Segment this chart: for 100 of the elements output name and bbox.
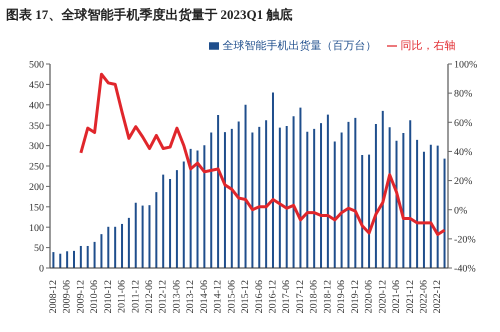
bar [340, 132, 343, 268]
x-tick-label: 2009-12 [75, 280, 86, 314]
bar [430, 144, 432, 268]
bar [72, 250, 75, 268]
x-tick-label: 2022-12 [432, 280, 444, 314]
y-tick-label: 500 [29, 60, 44, 71]
bar [114, 226, 116, 268]
bar [155, 192, 158, 268]
bar [347, 122, 350, 268]
bar [374, 124, 377, 268]
x-tick-label: 2015-12 [240, 280, 252, 314]
y-tick-label: 150 [29, 202, 44, 214]
bar [94, 242, 96, 268]
bar [100, 234, 102, 268]
bar [436, 146, 439, 268]
x-tick-label: 2010-06 [89, 280, 100, 314]
bar [169, 179, 172, 268]
y2-tick-label: -40% [454, 264, 476, 275]
chart-title: 图表 17、全球智能手机季度出货量于 2023Q1 触底 [6, 6, 292, 24]
bar [416, 140, 418, 268]
x-tick-label: 2014-06 [198, 280, 210, 314]
bar [299, 108, 302, 268]
bar [265, 120, 268, 268]
y-tick-label: 300 [29, 141, 44, 152]
y-tick-label: 350 [29, 120, 44, 132]
bar [52, 252, 54, 268]
bar [444, 158, 446, 268]
bar [224, 132, 226, 268]
bar [162, 174, 164, 268]
y2-tick-label: 80% [454, 88, 472, 100]
bar [320, 123, 322, 268]
y2-tick-label: 0% [454, 205, 468, 216]
bar [396, 140, 398, 268]
y2-tick-label: 100% [454, 60, 478, 71]
bar [361, 154, 364, 268]
bar [80, 246, 82, 268]
x-tick-label: 2009-06 [62, 280, 73, 314]
y2-tick-label: 20% [454, 176, 472, 188]
bar [217, 115, 220, 268]
bar [292, 116, 295, 268]
x-tick-label: 2022-06 [418, 280, 430, 314]
bar [196, 150, 199, 268]
bar [382, 110, 384, 268]
bar [190, 148, 192, 268]
x-tick-label: 2017-06 [281, 280, 292, 314]
bar [134, 202, 137, 268]
bar [409, 120, 412, 268]
x-tick-label: 2008-12 [48, 280, 59, 314]
bar [402, 132, 404, 268]
y-tick-label: 200 [29, 182, 44, 193]
x-tick-label: 2021-12 [404, 280, 416, 314]
x-tick-label: 2013-12 [185, 280, 196, 314]
bar [354, 118, 356, 268]
y-tick-label: 0 [39, 264, 44, 275]
bar [422, 152, 425, 268]
x-tick-label: 2018-06 [308, 280, 320, 314]
x-tick-label: 2020-12 [377, 280, 388, 314]
bar [313, 128, 316, 268]
bar [203, 145, 206, 268]
bar [86, 246, 89, 268]
y-tick-label: 450 [29, 80, 44, 91]
bar [59, 254, 62, 268]
bar [210, 132, 212, 268]
y2-tick-label: -20% [454, 234, 476, 246]
x-tick-label: 2014-12 [212, 280, 224, 314]
x-tick-label: 2011-06 [116, 280, 128, 313]
bar [121, 224, 124, 268]
x-tick-label: 2019-06 [336, 280, 348, 314]
x-tick-label: 2012-12 [158, 280, 169, 314]
x-tick-label: 2015-06 [226, 280, 238, 314]
y-tick-label: 400 [29, 100, 44, 112]
bar [182, 162, 185, 268]
bar [388, 127, 391, 268]
bar [278, 128, 281, 268]
bar [107, 226, 110, 268]
bar [258, 126, 260, 268]
bar [244, 104, 247, 268]
x-tick-label: 2013-06 [171, 280, 182, 314]
bar [306, 132, 308, 268]
bar [251, 132, 254, 268]
x-tick-label: 2016-12 [268, 280, 279, 314]
x-tick-label: 2011-12 [130, 280, 142, 313]
bar [326, 114, 329, 268]
line-series [79, 72, 446, 236]
y-tick-label: 50 [34, 243, 44, 254]
bar [142, 206, 144, 268]
bar [286, 126, 288, 268]
bar [66, 251, 68, 268]
bar [368, 154, 370, 268]
y2-tick-label: 40% [454, 146, 472, 158]
legend-label: 全球智能手机出货量（百万台） [222, 40, 376, 52]
bar [230, 128, 233, 268]
x-tick-label: 2019-12 [350, 280, 361, 314]
x-tick-label: 2012-06 [144, 280, 155, 314]
x-tick-label: 2017-12 [294, 280, 306, 314]
bar [238, 122, 240, 268]
x-tick-label: 2020-06 [364, 280, 375, 314]
x-tick-label: 2018-12 [322, 280, 334, 314]
x-tick-label: 2016-06 [254, 280, 265, 314]
y-tick-label: 250 [29, 162, 44, 173]
